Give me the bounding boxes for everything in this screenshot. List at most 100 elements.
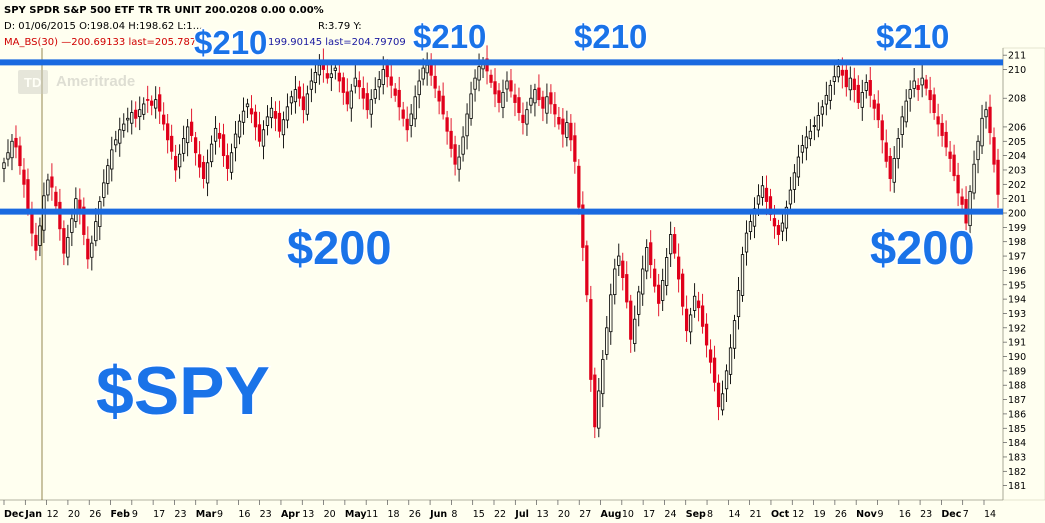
candle-down xyxy=(944,131,948,148)
date-tick-label: 21 xyxy=(750,509,762,520)
date-tick-label: 23 xyxy=(174,509,186,520)
price-tick-label: 199 xyxy=(1008,223,1026,234)
candle-up xyxy=(780,222,785,232)
candle-up xyxy=(10,140,14,159)
candle-up xyxy=(501,92,505,108)
candle-down xyxy=(673,234,677,254)
candle-down xyxy=(589,299,593,380)
candle-down xyxy=(54,191,58,207)
candle-down xyxy=(517,97,521,113)
support-label-1: $200 xyxy=(287,221,392,274)
candle-up xyxy=(118,129,122,144)
price-tick-label: 205 xyxy=(1008,137,1026,148)
candle-down xyxy=(150,100,154,106)
date-tick-label: Feb xyxy=(111,509,131,520)
candle-up xyxy=(724,370,729,390)
candle-down xyxy=(337,72,341,82)
candle-up xyxy=(285,106,290,121)
candle-down xyxy=(988,106,992,134)
price-tick-label: 190 xyxy=(1008,352,1026,363)
price-tick-label: 186 xyxy=(1008,409,1026,420)
candle-down xyxy=(872,99,876,109)
moving-average-readout-blue: 199.90145 last=204.79709 xyxy=(268,37,406,48)
candle-up xyxy=(142,103,146,115)
candle-up xyxy=(828,84,832,101)
candle-down xyxy=(385,65,389,78)
candle-up xyxy=(661,280,665,301)
price-tick-label: 204 xyxy=(1008,151,1026,162)
candle-down xyxy=(684,308,689,332)
candle-down xyxy=(493,81,497,95)
candle-up xyxy=(381,69,385,85)
price-tick-label: 193 xyxy=(1008,309,1026,320)
candle-down xyxy=(193,137,198,154)
candle-down xyxy=(553,104,557,115)
candle-down xyxy=(249,108,254,115)
candle-down xyxy=(649,242,653,266)
candle-down xyxy=(34,234,38,251)
candle-down xyxy=(928,90,932,101)
candle-up xyxy=(185,126,190,144)
candle-down xyxy=(577,165,581,208)
candle-up xyxy=(609,294,613,333)
date-tick-label: Sep xyxy=(686,509,706,520)
candle-up xyxy=(329,73,333,79)
candle-up xyxy=(289,96,294,104)
candle-up xyxy=(968,191,972,227)
candle-up xyxy=(637,291,641,315)
date-tick-label: 12 xyxy=(47,509,59,520)
candle-up xyxy=(293,89,298,103)
candle-down xyxy=(397,89,401,108)
date-tick-label: 8 xyxy=(707,509,713,520)
date-tick-label: 20 xyxy=(324,509,336,520)
candle-down xyxy=(621,260,625,278)
candle-up xyxy=(369,99,373,115)
watermark-brand: Ameritrade xyxy=(56,73,135,90)
candle-down xyxy=(174,155,178,171)
candle-down xyxy=(696,300,701,309)
candle-down xyxy=(996,159,1000,195)
resistance-label-3: $210 xyxy=(574,18,647,55)
candle-down xyxy=(960,196,964,205)
date-tick-label: 7 xyxy=(963,509,969,520)
candle-down xyxy=(880,120,884,141)
candle-up xyxy=(469,93,473,119)
ohlc-readout: D: 01/06/2015 O:198.04 H:198.62 L:1… xyxy=(4,21,203,32)
candle-up xyxy=(848,77,852,91)
price-tick-label: 206 xyxy=(1008,122,1026,133)
candle-up xyxy=(732,320,737,349)
td-logo-icon xyxy=(18,70,48,94)
candle-down xyxy=(716,382,721,408)
candle-up xyxy=(984,109,988,118)
candle-up xyxy=(784,206,789,229)
candle-up xyxy=(237,120,242,138)
candle-up xyxy=(245,103,250,108)
candle-down xyxy=(18,145,22,167)
candle-up xyxy=(980,117,984,147)
candle-down xyxy=(772,218,777,227)
price-tick-label: 201 xyxy=(1008,194,1026,205)
date-tick-label: Aug xyxy=(601,509,622,520)
candle-up xyxy=(597,390,601,429)
candle-down xyxy=(437,90,441,102)
candle-down xyxy=(948,151,952,159)
candle-up xyxy=(94,221,98,242)
candle-up xyxy=(505,80,509,90)
symbol-title-line: SPY SPDR S&P 500 ETF TR TR UNIT 200.0208… xyxy=(4,5,324,16)
candle-up xyxy=(417,80,421,96)
candle-down xyxy=(557,117,561,125)
resistance-label-1: $210 xyxy=(194,24,267,61)
ameritrade-watermark: TD Ameritrade xyxy=(18,70,135,94)
date-tick-label: 18 xyxy=(387,509,399,520)
range-readout: R:3.79 Y: xyxy=(318,21,362,32)
candle-down xyxy=(62,228,66,254)
candle-up xyxy=(317,64,322,76)
candle-up xyxy=(229,152,234,173)
candle-down xyxy=(992,137,996,165)
candle-down xyxy=(884,142,888,162)
candle-up xyxy=(373,89,377,99)
date-tick-label: Jul xyxy=(514,509,529,520)
candle-down xyxy=(936,116,940,125)
